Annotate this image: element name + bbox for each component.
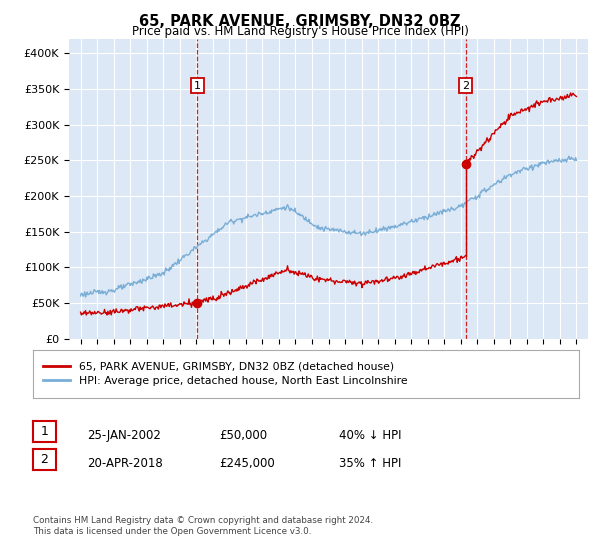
Text: 2: 2 (40, 453, 49, 466)
Text: This data is licensed under the Open Government Licence v3.0.: This data is licensed under the Open Gov… (33, 528, 311, 536)
Text: £245,000: £245,000 (219, 456, 275, 470)
Legend: 65, PARK AVENUE, GRIMSBY, DN32 0BZ (detached house), HPI: Average price, detache: 65, PARK AVENUE, GRIMSBY, DN32 0BZ (deta… (38, 357, 412, 390)
Text: 20-APR-2018: 20-APR-2018 (87, 456, 163, 470)
Text: 1: 1 (40, 425, 49, 438)
Text: 2: 2 (462, 81, 469, 91)
Text: Contains HM Land Registry data © Crown copyright and database right 2024.: Contains HM Land Registry data © Crown c… (33, 516, 373, 525)
Text: Price paid vs. HM Land Registry's House Price Index (HPI): Price paid vs. HM Land Registry's House … (131, 25, 469, 38)
Text: 35% ↑ HPI: 35% ↑ HPI (339, 456, 401, 470)
Text: 40% ↓ HPI: 40% ↓ HPI (339, 428, 401, 442)
Text: 65, PARK AVENUE, GRIMSBY, DN32 0BZ: 65, PARK AVENUE, GRIMSBY, DN32 0BZ (139, 14, 461, 29)
Text: 1: 1 (194, 81, 201, 91)
Text: £50,000: £50,000 (219, 428, 267, 442)
Text: 25-JAN-2002: 25-JAN-2002 (87, 428, 161, 442)
